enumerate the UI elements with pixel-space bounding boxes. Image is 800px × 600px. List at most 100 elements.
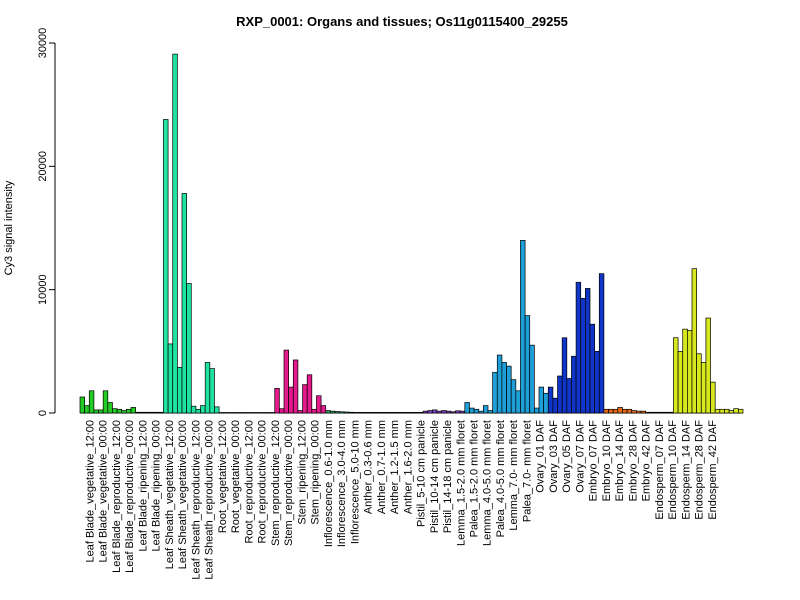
bar	[575, 281, 582, 414]
bar	[714, 408, 721, 414]
x-tick-label: Ovary_07 DAF	[574, 420, 586, 493]
bar	[413, 412, 419, 414]
bar	[464, 402, 470, 414]
x-tick-label: Embryo_10 DAF	[601, 420, 613, 502]
bar	[654, 411, 660, 414]
x-tick-label: Embryo_42 DAF	[641, 420, 653, 502]
y-axis-label: Cy3 signal intensity	[3, 180, 15, 275]
x-tick-label: Root_reproductive_00:00	[257, 420, 269, 544]
bar	[492, 371, 498, 414]
bar	[580, 297, 586, 414]
bar	[487, 410, 493, 414]
bar	[325, 410, 331, 414]
x-tick-label: Inflorescence_5.0-10 mm	[349, 420, 361, 544]
bar	[404, 412, 410, 414]
bar	[102, 390, 109, 414]
bar	[153, 411, 160, 414]
bar	[520, 239, 526, 414]
x-tick-label: Stem_reproductive_00:00	[283, 420, 295, 546]
bar	[608, 408, 614, 414]
bar	[292, 359, 299, 414]
bar	[371, 412, 378, 414]
x-tick-label: Leaf Blade_ripening_00:00	[151, 420, 163, 552]
bar	[524, 315, 531, 414]
bar	[594, 350, 600, 414]
bar	[668, 411, 674, 414]
x-tick-label: Leaf Blade_vegetative_00:00	[98, 420, 110, 563]
y-tick-label: 0	[37, 410, 49, 416]
x-tick-label: Leaf Sheath_vegetative_00:00	[177, 420, 189, 569]
bar	[274, 387, 280, 414]
x-tick-label: Anther_1.2-1.5 mm	[389, 420, 401, 514]
bar	[158, 411, 164, 414]
bar	[543, 392, 549, 414]
bar	[139, 411, 146, 414]
bar	[529, 344, 535, 414]
x-tick-label: Palea_7.0- mm floret	[521, 420, 533, 522]
bar	[473, 408, 480, 414]
x-tick-label: Endosperm_42 DAF	[707, 420, 719, 520]
bar	[93, 409, 99, 414]
x-axis: Leaf Blade_vegetative_12:00 Leaf Blade_ve…	[84, 420, 719, 580]
bar	[557, 375, 563, 414]
x-tick-label: Pistil_10-14 cm panicle	[429, 420, 441, 533]
x-tick-label: Endosperm_28 DAF	[694, 420, 706, 520]
bar	[622, 408, 628, 414]
bar	[566, 378, 572, 414]
bar	[663, 411, 670, 414]
bar	[589, 323, 595, 414]
x-tick-label: Embryo_14 DAF	[614, 420, 626, 502]
bar	[306, 374, 313, 414]
x-tick-label: Pistil_5-10 cm panicle	[416, 420, 428, 527]
bar	[334, 411, 340, 414]
x-tick-label: Endosperm_10 DAF	[667, 420, 679, 520]
x-tick-label: Inflorescence_0.6-1.0 mm	[323, 420, 335, 547]
bar	[163, 119, 169, 414]
bar	[506, 365, 512, 414]
bar	[510, 379, 517, 414]
y-axis: 0 10000 20000 30000	[37, 28, 56, 416]
bar	[418, 412, 424, 414]
bar	[459, 410, 466, 414]
bar	[617, 407, 623, 414]
bar	[190, 405, 197, 414]
bar	[135, 411, 141, 414]
bar	[724, 408, 730, 414]
bar	[385, 412, 391, 414]
bar	[547, 386, 554, 414]
bar	[126, 408, 132, 414]
bar	[649, 411, 656, 414]
bar	[181, 193, 187, 414]
bar	[283, 349, 289, 414]
bar	[177, 367, 183, 414]
bar	[353, 412, 359, 414]
bars	[79, 53, 744, 414]
bar	[552, 397, 558, 414]
x-tick-label: Ovary_05 DAF	[561, 420, 573, 493]
x-tick-label: Anther_0.7-1.0 mm	[376, 420, 388, 514]
x-tick-label: Root_vegetative_12:00	[217, 420, 229, 533]
bar	[636, 410, 642, 414]
bar	[427, 410, 433, 414]
x-tick-label: Lemma_4.0-5.0 mm floret	[482, 420, 494, 546]
y-tick-label: 10000	[37, 274, 49, 305]
bar	[390, 412, 396, 414]
y-tick-label: 30000	[37, 28, 49, 59]
x-tick-label: Leaf Blade_vegetative_12:00	[84, 420, 96, 563]
bar	[408, 412, 415, 414]
bar	[302, 384, 308, 414]
x-tick-label: Embryo_07 DAF	[588, 420, 600, 502]
bar	[534, 407, 540, 414]
bar	[728, 410, 735, 414]
bar	[501, 362, 507, 414]
chart-title: RXP_0001: Organs and tissues; Os11g01154…	[236, 14, 568, 29]
x-tick-label: Leaf Sheath_reproductive_12:00	[190, 420, 202, 580]
bar	[640, 410, 646, 414]
bar	[626, 408, 633, 414]
x-tick-label: Leaf Blade_reproductive_00:00	[124, 420, 136, 573]
x-tick-label: Leaf Sheath_reproductive_00:00	[204, 420, 216, 580]
bar	[107, 402, 113, 414]
bar	[677, 350, 684, 414]
bar	[311, 408, 317, 414]
